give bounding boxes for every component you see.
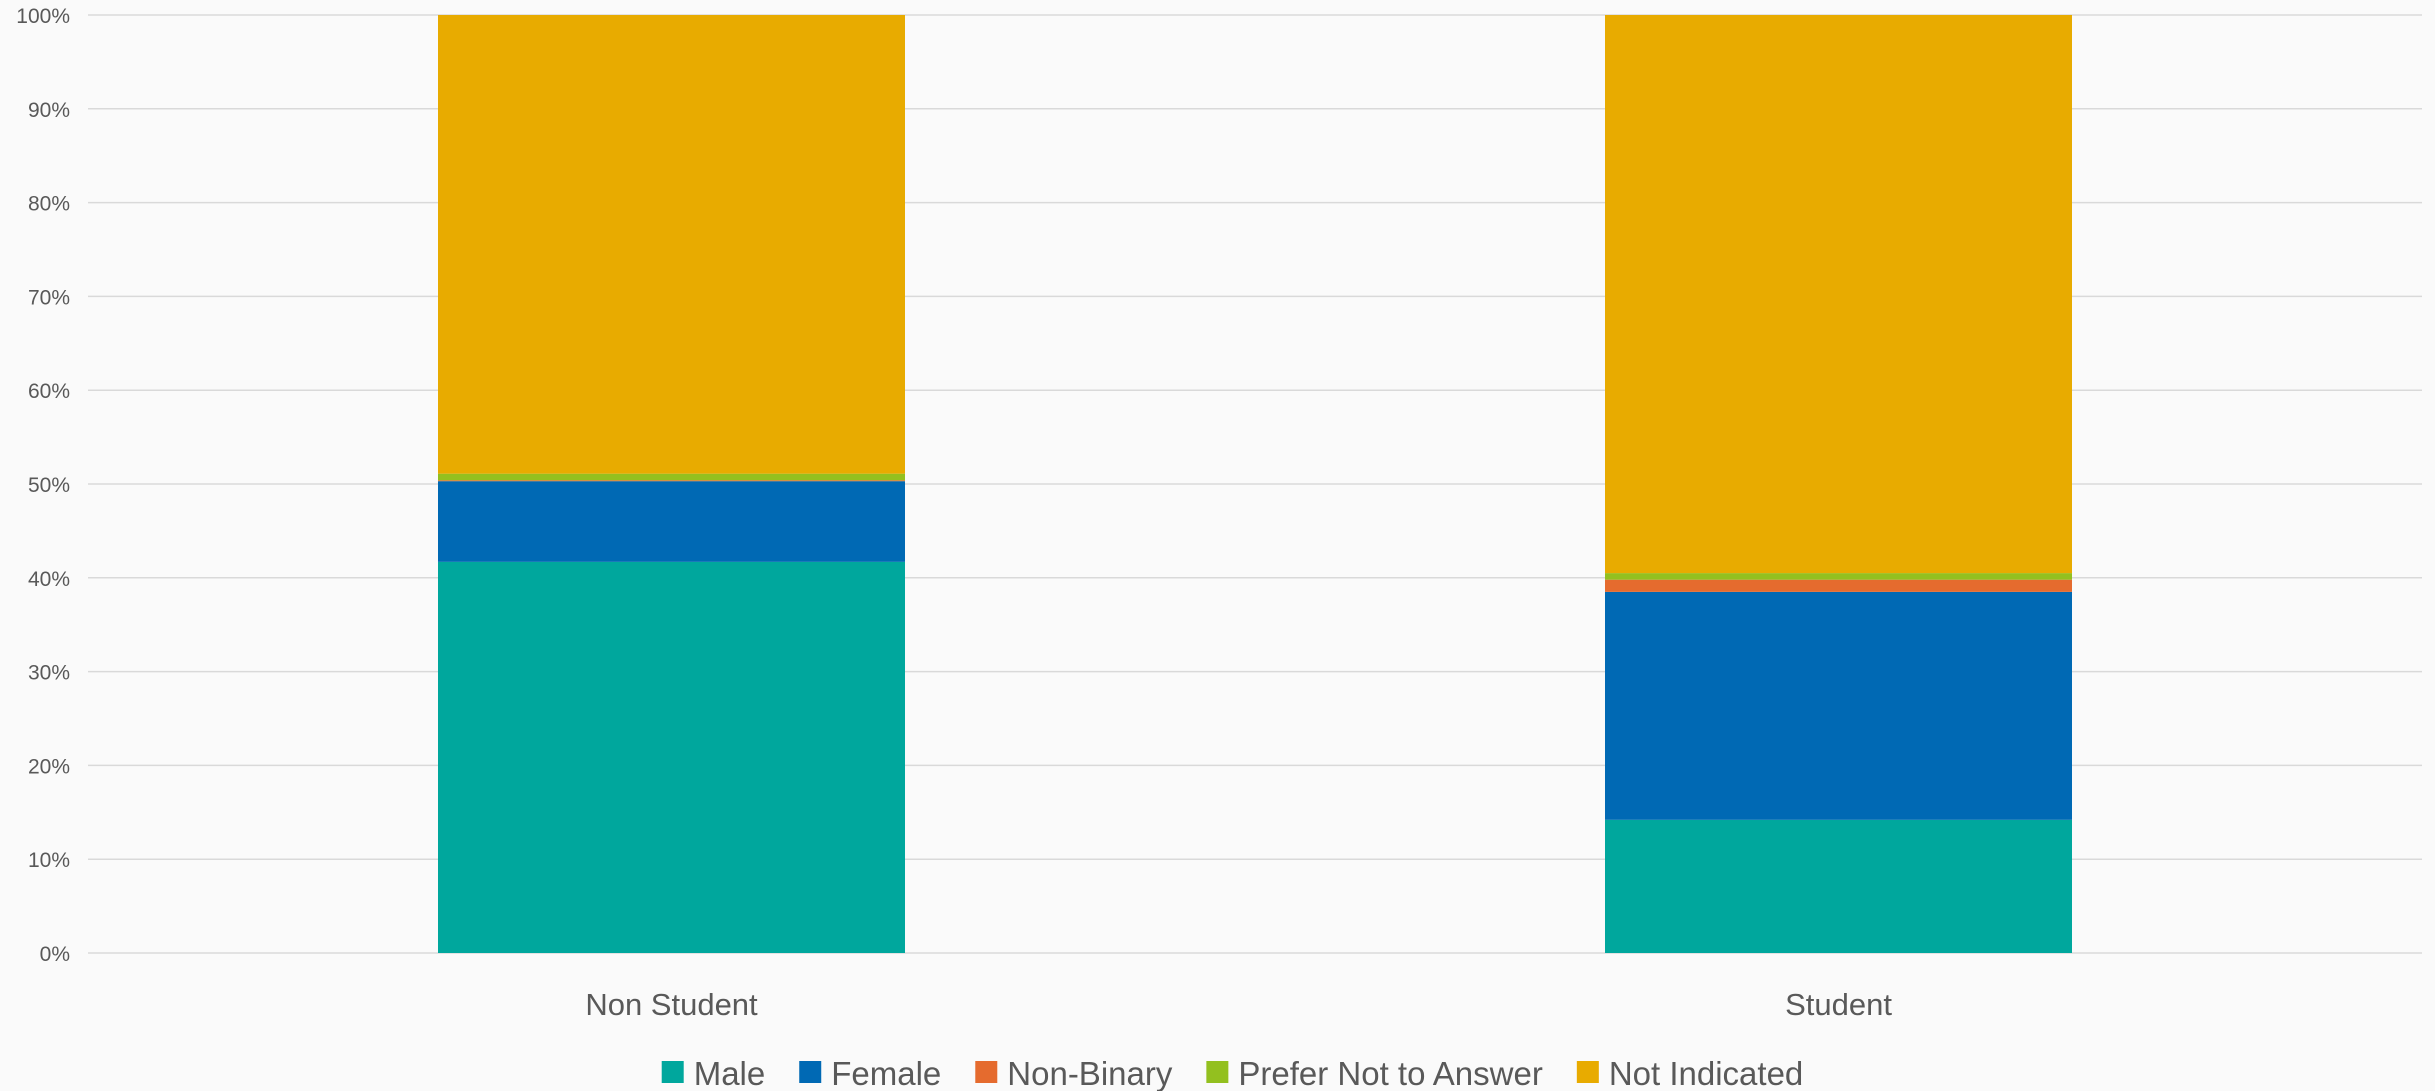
- legend-swatch-non-binary: [975, 1061, 998, 1083]
- bar-segment-not-indicated: [1605, 15, 2072, 574]
- legend: Male Female Non-Binary Prefer Not to Answer…: [661, 1055, 1803, 1091]
- y-tick-label: 70%: [28, 286, 70, 309]
- legend-swatch-prefer-not-to-answer: [1206, 1061, 1229, 1083]
- y-tick-label: 40%: [28, 568, 70, 591]
- y-tick-label: 90%: [28, 99, 70, 122]
- bar-segment-prefer-not-to-answer: [438, 473, 905, 481]
- y-tick-label: 50%: [28, 474, 70, 497]
- y-tick-label: 60%: [28, 380, 70, 403]
- legend-label: Prefer Not to Answer: [1238, 1055, 1542, 1091]
- y-tick-label: 10%: [28, 849, 70, 872]
- bar-segment-male: [438, 561, 905, 953]
- bars: [438, 15, 2072, 953]
- y-tick-label: 0%: [40, 943, 70, 966]
- bar-segment-female: [1605, 591, 2072, 820]
- bar-segment-non-binary: [1605, 579, 2072, 592]
- x-category-label: Non Student: [585, 987, 758, 1022]
- y-tick-label: 30%: [28, 662, 70, 685]
- legend-label: Non-Binary: [1007, 1055, 1173, 1091]
- bar-segment-female: [438, 481, 905, 562]
- legend-swatch-female: [799, 1061, 822, 1083]
- y-tick-label: 100%: [16, 5, 70, 28]
- bar-segment-non-binary: [438, 480, 905, 482]
- x-axis: Non Student Student: [585, 987, 1892, 1022]
- x-category-label: Student: [1785, 987, 1892, 1022]
- y-tick-label: 80%: [28, 193, 70, 216]
- y-tick-label: 20%: [28, 755, 70, 778]
- y-axis: 0% 10% 20% 30% 40% 50% 60% 70% 80% 90% 100%: [16, 5, 70, 966]
- legend-swatch-not-indicated: [1576, 1061, 1599, 1083]
- legend-label: Female: [831, 1055, 941, 1091]
- bar-segment-prefer-not-to-answer: [1605, 573, 2072, 580]
- legend-label: Not Indicated: [1609, 1055, 1803, 1091]
- legend-swatch-male: [661, 1061, 684, 1083]
- bar-segment-not-indicated: [438, 15, 905, 474]
- legend-label: Male: [694, 1055, 766, 1091]
- bar-segment-male: [1605, 819, 2072, 953]
